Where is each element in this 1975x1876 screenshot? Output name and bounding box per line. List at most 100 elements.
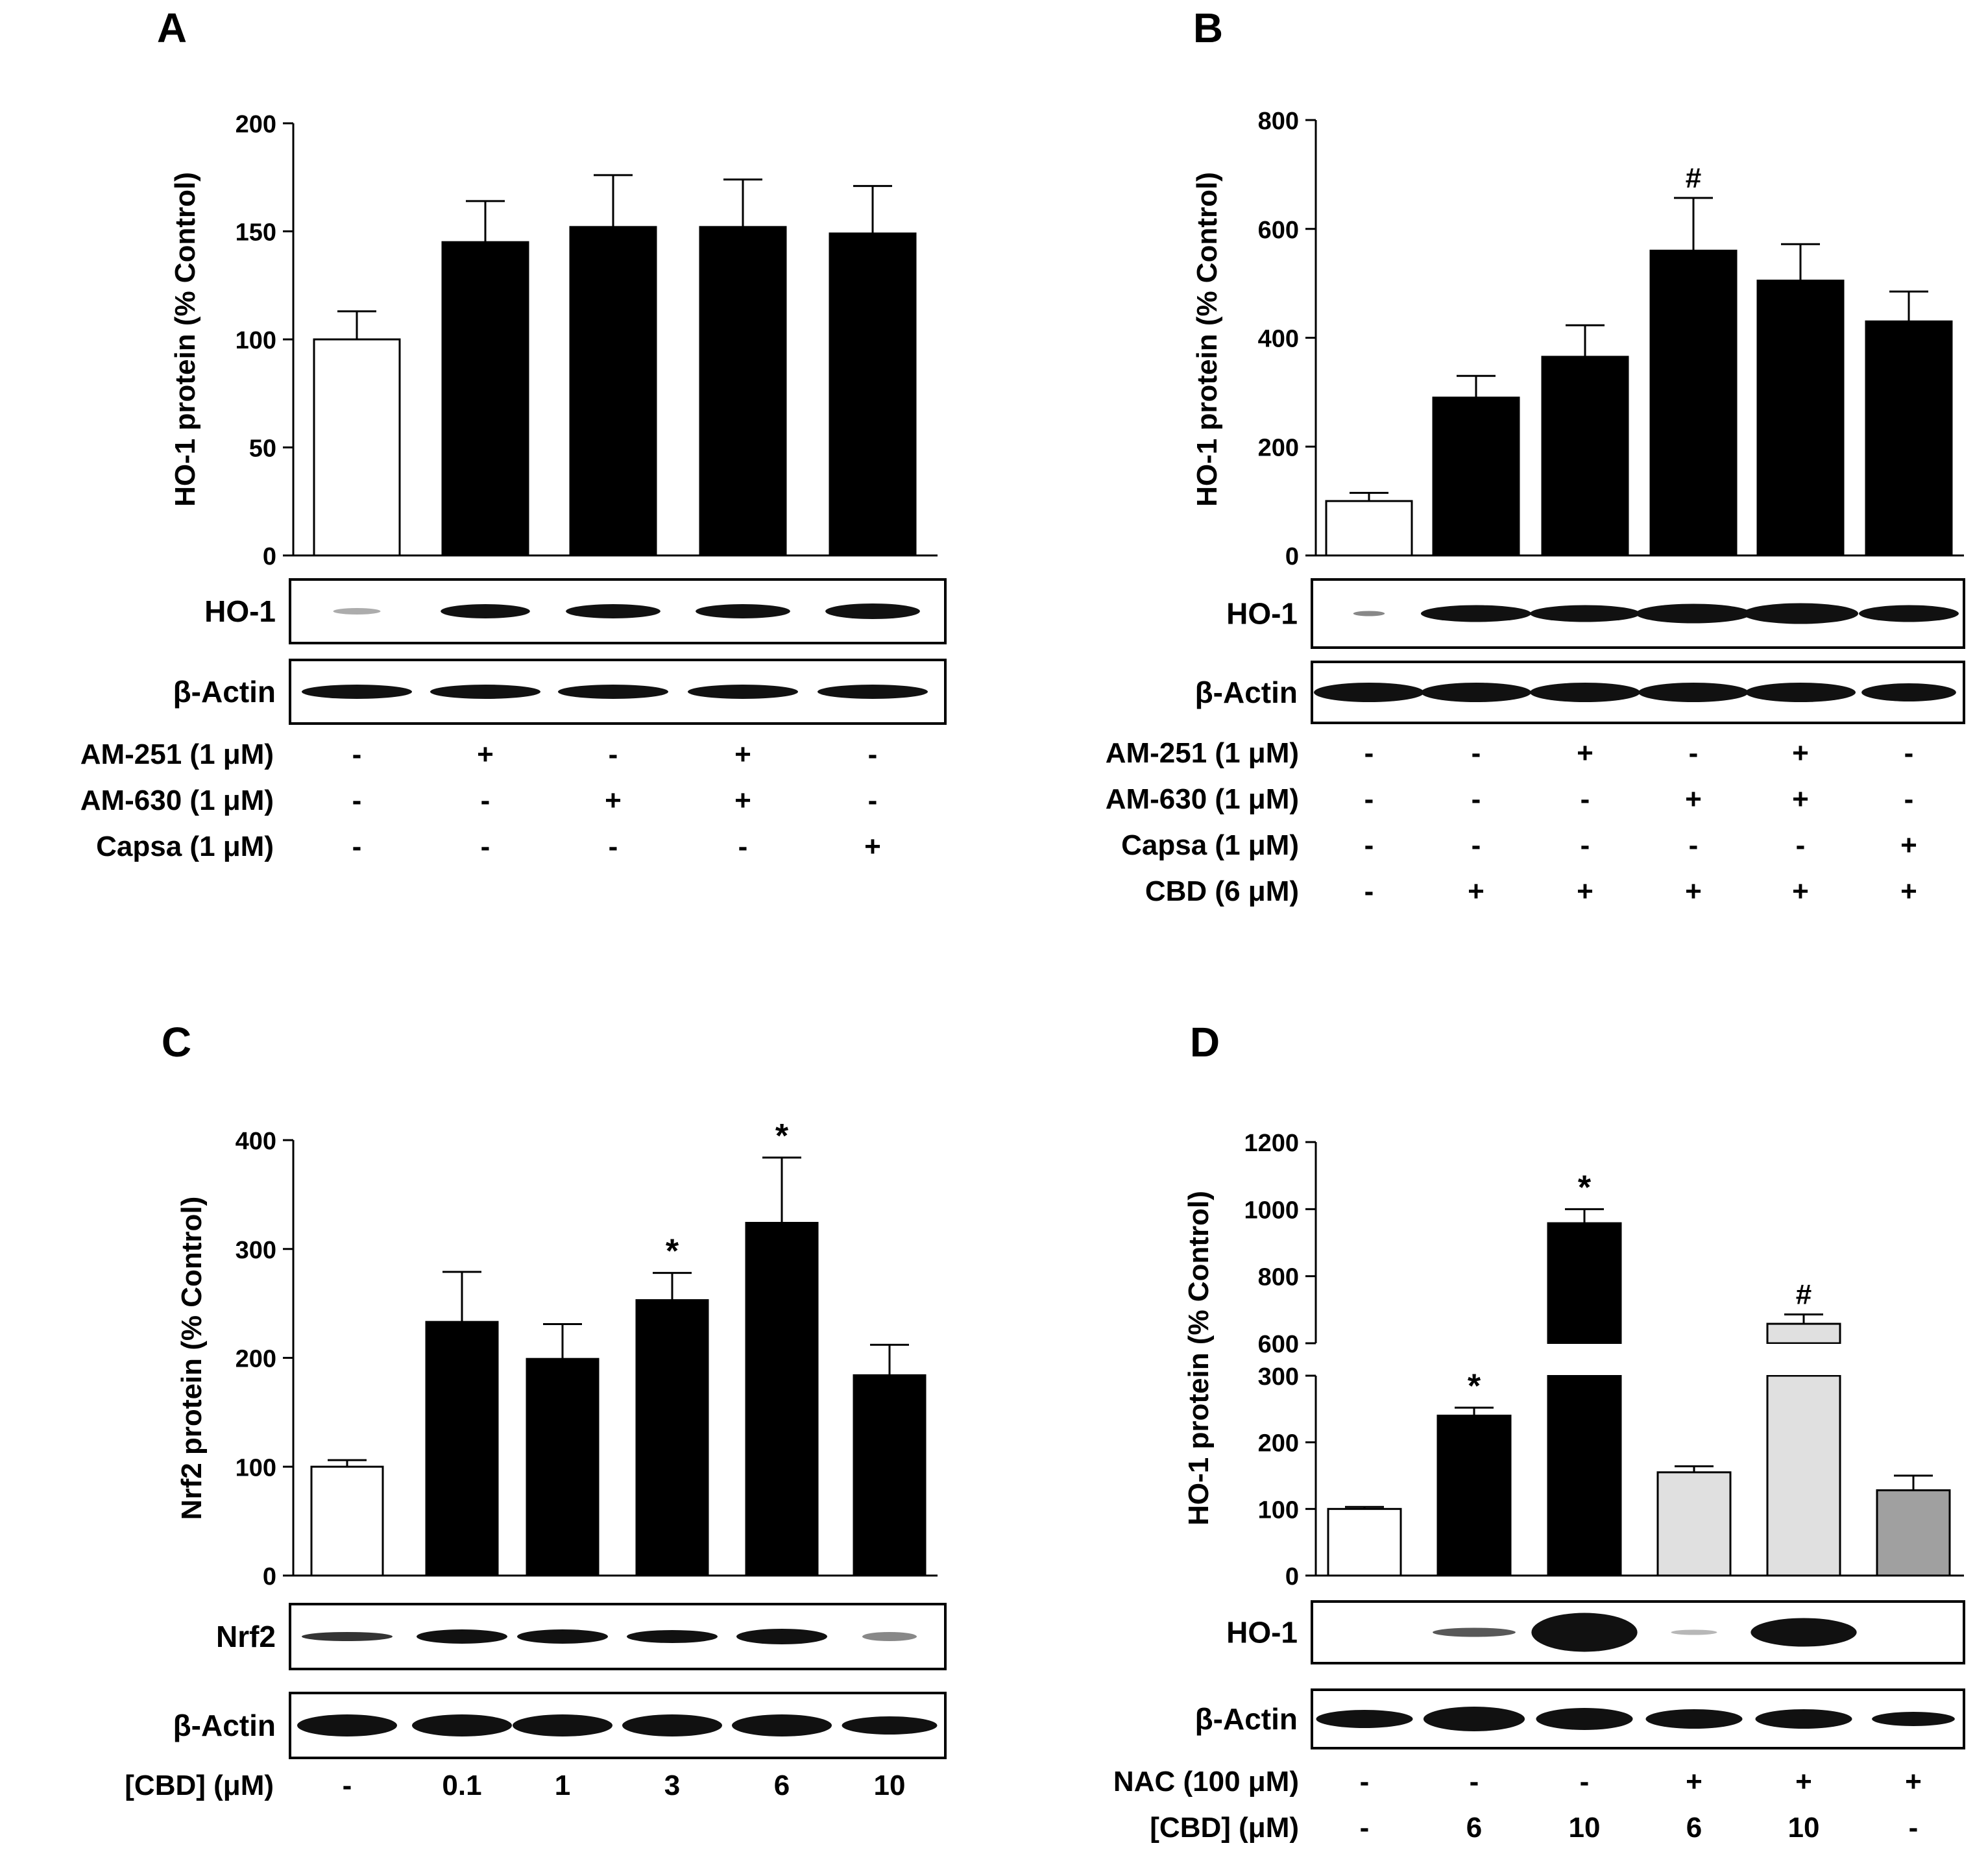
condition-value: - <box>1360 1812 1370 1844</box>
blot-frame <box>289 1692 947 1759</box>
blot-band <box>736 1629 827 1644</box>
blot-band <box>430 685 541 699</box>
bar-upper <box>1766 1322 1841 1345</box>
condition-value: - <box>1472 783 1481 815</box>
blot-band <box>1536 1708 1633 1730</box>
blot-band <box>441 604 530 618</box>
condition-label: Capsa (1 μM) <box>1121 829 1299 861</box>
condition-label: CBD (6 μM) <box>1145 875 1299 907</box>
condition-value: + <box>734 785 751 816</box>
y-axis-label: HO-1 protein (% Control) <box>1191 172 1223 507</box>
condition-value: + <box>1900 829 1917 861</box>
condition-value: - <box>352 738 362 770</box>
condition-value: - <box>609 738 618 770</box>
blot-band <box>1420 683 1532 702</box>
condition-label: AM-630 (1 μM) <box>1106 783 1299 815</box>
y-tick-label: 200 <box>236 111 276 138</box>
blot-band <box>817 685 928 699</box>
blot-band <box>1645 1709 1743 1729</box>
condition-value: - <box>868 738 878 770</box>
condition-value: + <box>1468 875 1484 907</box>
condition-value: + <box>734 738 751 770</box>
condition-value: 6 <box>1466 1812 1482 1844</box>
y-tick-label: 100 <box>1258 1496 1299 1524</box>
condition-value: + <box>605 785 622 816</box>
condition-value: + <box>1577 737 1593 769</box>
bar <box>1649 249 1738 557</box>
blot-band <box>1751 1618 1857 1647</box>
blot-band <box>1859 605 1959 622</box>
blot-band <box>1872 1712 1955 1726</box>
blot-band <box>517 1629 608 1644</box>
bar <box>441 241 529 557</box>
bar <box>1432 396 1520 557</box>
blot-band <box>1433 1627 1516 1637</box>
blot-band <box>825 603 920 619</box>
bar <box>699 226 787 557</box>
condition-value: 0.1 <box>442 1770 481 1801</box>
condition-value: + <box>1795 1766 1812 1797</box>
condition-value: + <box>1900 875 1917 907</box>
y-tick-label: 50 <box>249 435 276 463</box>
bar <box>1766 1374 1841 1577</box>
y-tick-label: 0 <box>1285 543 1299 570</box>
y-tick-label: 300 <box>1258 1363 1299 1391</box>
panel-d: D HO-1 protein (% Control) 0 100 200 300 600 80… <box>1113 1019 1965 1844</box>
blot-frame <box>289 1603 947 1670</box>
bar <box>1327 1507 1402 1577</box>
y-tick-label: 600 <box>1258 1331 1299 1358</box>
bar <box>1876 1489 1951 1577</box>
blot-label: HO-1 <box>1226 1616 1298 1650</box>
y-tick-label: 200 <box>1258 1430 1299 1457</box>
condition-value: - <box>738 831 748 862</box>
condition-value: - <box>1581 783 1590 815</box>
bar <box>526 1358 600 1577</box>
blot-band <box>862 1632 917 1641</box>
condition-value: - <box>1364 737 1374 769</box>
condition-value: 10 <box>1569 1812 1601 1844</box>
blot-band <box>687 685 799 699</box>
blot-band <box>732 1714 832 1736</box>
panel-letter: B <box>1193 5 1223 51</box>
blot-band <box>1423 1707 1525 1731</box>
bar <box>1656 1471 1732 1577</box>
y-tick-label: 600 <box>1258 217 1299 244</box>
y-tick-label: 300 <box>236 1237 276 1264</box>
blot-band <box>1755 1709 1852 1729</box>
panel-c: C Nrf2 protein (% Control) 0 100 200 300 400 * *… <box>125 1019 947 1801</box>
y-tick-label: 400 <box>236 1128 276 1155</box>
condition-value: + <box>864 831 881 862</box>
blot-band <box>557 685 669 699</box>
condition-value: - <box>1472 829 1481 861</box>
y-tick-label: 800 <box>1258 1264 1299 1291</box>
condition-value: - <box>1472 737 1481 769</box>
y-tick-label: 400 <box>1258 326 1299 353</box>
blot-band <box>1531 1613 1638 1652</box>
condition-value: + <box>477 738 494 770</box>
condition-label: AM-630 (1 μM) <box>80 785 274 816</box>
blot-band <box>1313 683 1425 702</box>
axis-break-gap <box>1545 1344 1623 1375</box>
condition-value: 6 <box>1686 1812 1702 1844</box>
significance-mark: * <box>666 1233 679 1271</box>
condition-value: + <box>1792 737 1809 769</box>
y-tick-label: 0 <box>1285 1563 1299 1590</box>
blot-band <box>1638 683 1749 702</box>
blot-band <box>1529 605 1641 622</box>
condition-value: - <box>352 785 362 816</box>
panel-a: A HO-1 protein (% Control) 0 50 100 150 200 HO-… <box>80 5 947 862</box>
blot-label: β-Actin <box>1195 1702 1298 1736</box>
condition-label: [CBD] (μM) <box>1150 1812 1299 1844</box>
blot-band <box>417 1629 507 1644</box>
y-tick-label: 800 <box>1258 108 1299 135</box>
condition-value: + <box>1905 1766 1922 1797</box>
y-axis-label: Nrf2 protein (% Control) <box>176 1197 208 1520</box>
blot-band <box>627 1630 718 1643</box>
condition-value: - <box>1364 783 1374 815</box>
blot-label: β-Actin <box>173 1709 276 1742</box>
condition-value: - <box>1364 829 1374 861</box>
condition-value: + <box>1577 875 1593 907</box>
y-tick-label: 200 <box>236 1346 276 1373</box>
condition-value: + <box>1685 875 1702 907</box>
blot-band <box>302 1632 393 1641</box>
